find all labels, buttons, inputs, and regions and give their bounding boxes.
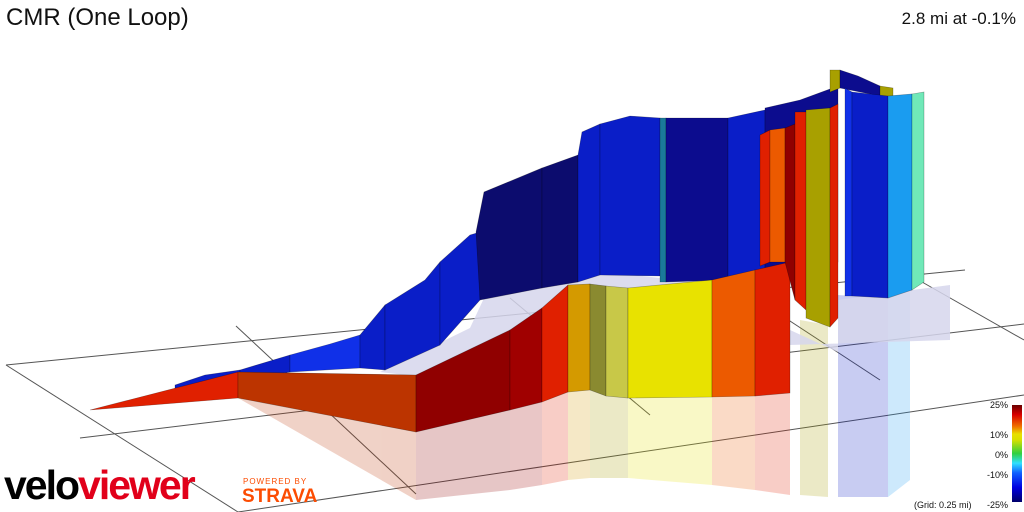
strava-logo[interactable]: STRAVA bbox=[242, 486, 318, 507]
grid-note: (Grid: 0.25 mi) bbox=[914, 500, 972, 510]
legend-tick: 25% bbox=[989, 400, 1008, 410]
grid-line bbox=[5, 364, 239, 512]
powered-by-label: POWERED BY bbox=[243, 477, 308, 486]
grid-line bbox=[237, 394, 1024, 512]
logo-text-velo: velo bbox=[4, 462, 80, 508]
route-summary: 2.8 mi at -0.1% bbox=[901, 9, 1016, 28]
grade-color-legend bbox=[1012, 405, 1022, 502]
legend-tick: -25% bbox=[986, 500, 1008, 510]
profile-front-wall bbox=[89, 87, 925, 433]
veloviewer-logo[interactable]: veloviewer bbox=[4, 462, 196, 509]
legend-tick: 10% bbox=[989, 430, 1008, 440]
logo-text-viewer: viewer bbox=[78, 462, 196, 508]
legend-tick: 0% bbox=[994, 450, 1008, 460]
legend-tick: -10% bbox=[986, 470, 1008, 480]
profile-tail bbox=[89, 371, 239, 411]
route-title: CMR (One Loop) bbox=[6, 4, 189, 31]
